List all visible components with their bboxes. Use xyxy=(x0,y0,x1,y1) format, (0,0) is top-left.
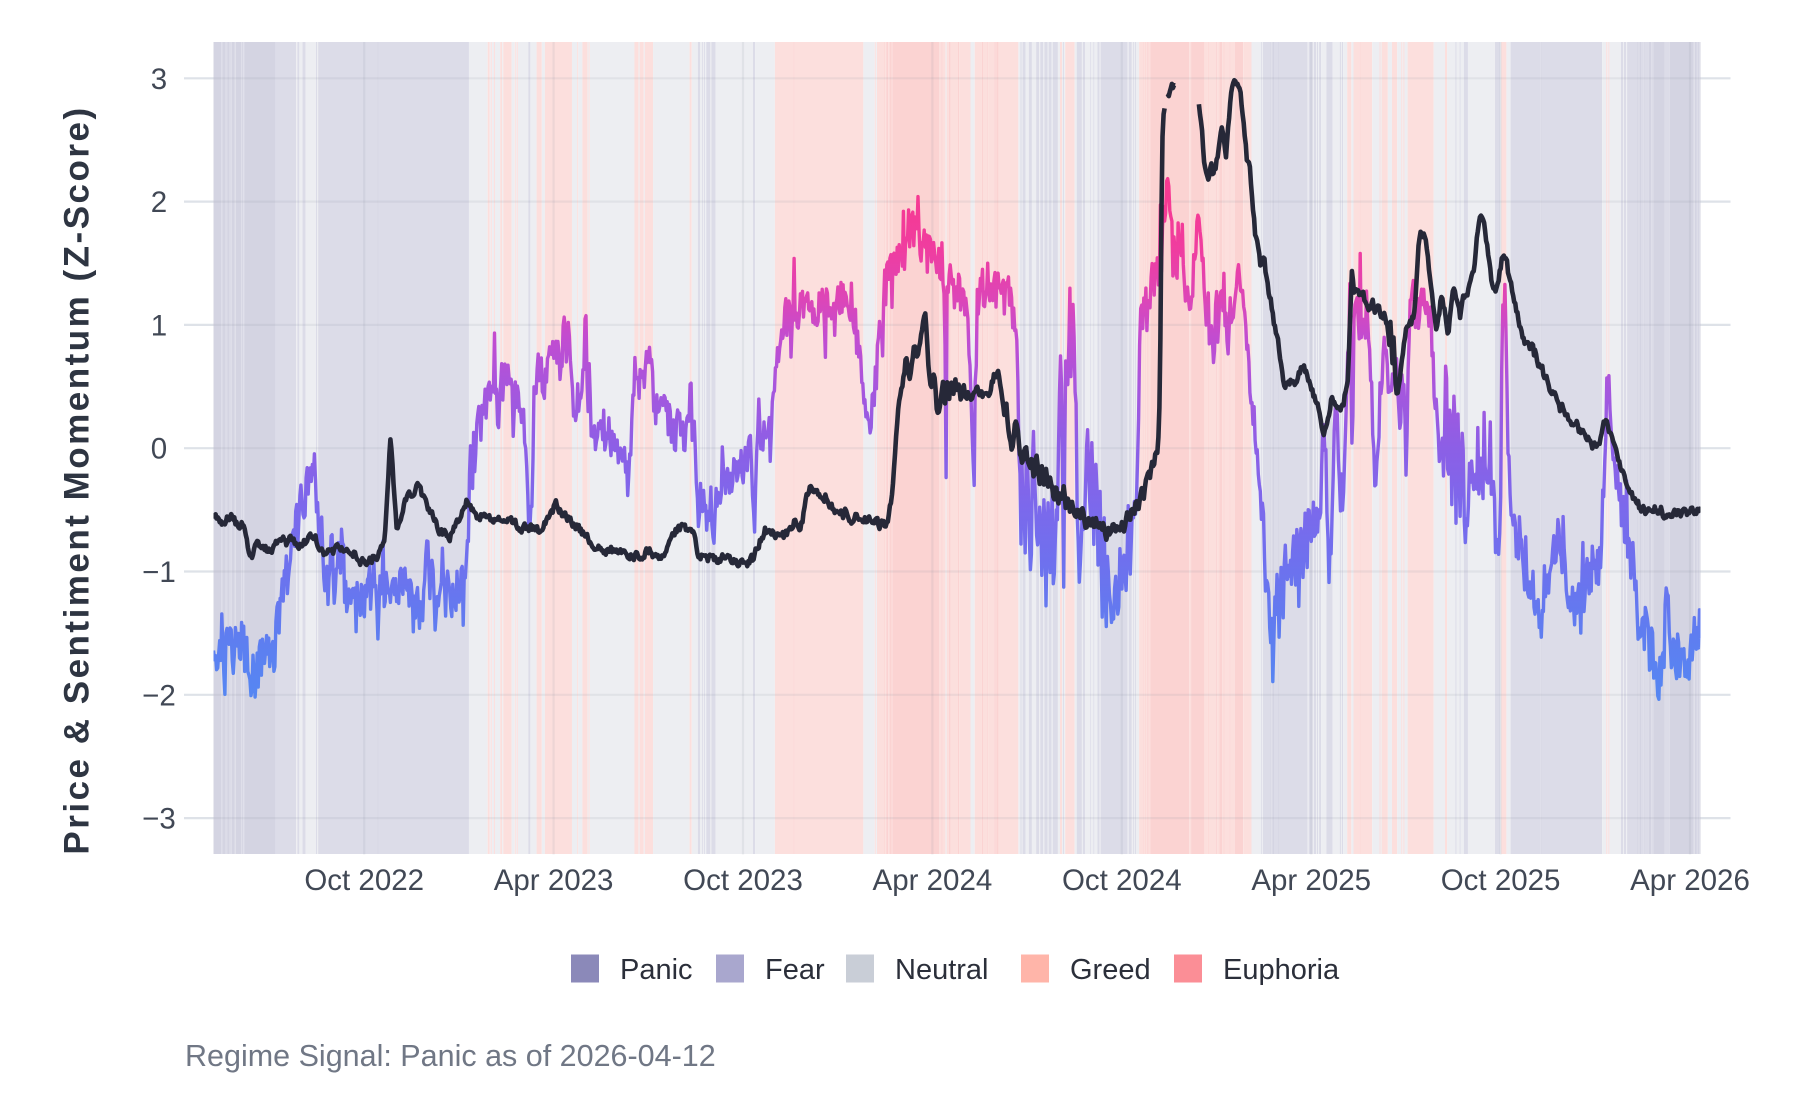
svg-text:Panic: Panic xyxy=(620,954,693,986)
svg-text:−3: −3 xyxy=(142,803,176,836)
svg-text:Oct 2022: Oct 2022 xyxy=(304,864,424,897)
svg-text:Greed: Greed xyxy=(1070,954,1151,986)
svg-text:Apr 2024: Apr 2024 xyxy=(873,864,993,897)
svg-text:Neutral: Neutral xyxy=(895,954,989,986)
svg-text:3: 3 xyxy=(151,63,167,96)
svg-text:Fear: Fear xyxy=(765,954,825,986)
svg-text:−1: −1 xyxy=(142,556,176,589)
svg-text:Apr 2025: Apr 2025 xyxy=(1251,864,1371,897)
svg-text:Apr 2023: Apr 2023 xyxy=(494,864,614,897)
svg-text:1: 1 xyxy=(151,309,167,342)
svg-text:Price & Sentiment Momentum (Z-: Price & Sentiment Momentum (Z-Score) xyxy=(58,105,97,854)
svg-text:Oct 2023: Oct 2023 xyxy=(683,864,803,897)
svg-text:Euphoria: Euphoria xyxy=(1223,954,1340,986)
svg-text:2: 2 xyxy=(151,186,167,219)
svg-text:Oct 2024: Oct 2024 xyxy=(1062,864,1182,897)
svg-text:Oct 2025: Oct 2025 xyxy=(1441,864,1561,897)
svg-text:−2: −2 xyxy=(142,679,176,712)
svg-text:Apr 2026: Apr 2026 xyxy=(1630,864,1750,897)
svg-text:Regime Signal: Panic as of 202: Regime Signal: Panic as of 2026-04-12 xyxy=(185,1039,716,1073)
svg-text:0: 0 xyxy=(151,433,167,466)
